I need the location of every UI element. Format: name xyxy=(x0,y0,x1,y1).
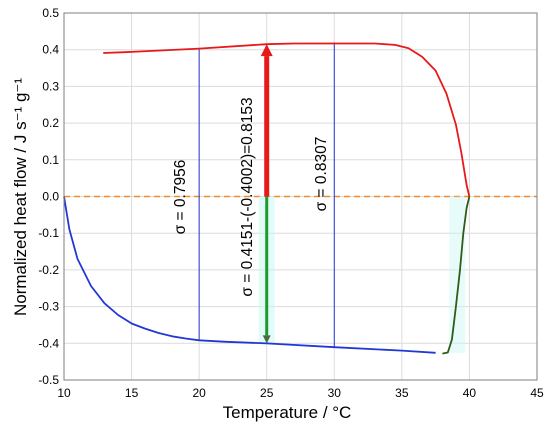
x-tick-label: 30 xyxy=(328,386,342,400)
x-tick-label: 15 xyxy=(125,386,139,400)
y-tick-label: -0.1 xyxy=(38,226,59,240)
series-line xyxy=(63,196,436,354)
tick-labels: 10 15 20 25 30 35 40 45 -0.5 -0.4 -0.3 -0.2 -0.1 0.0 0… xyxy=(38,6,544,400)
x-tick-label: 25 xyxy=(260,386,274,400)
x-tick-label: 20 xyxy=(192,386,206,400)
x-tick-label: 35 xyxy=(395,386,409,400)
y-tick-label: 0.0 xyxy=(42,190,59,204)
x-tick-label: 45 xyxy=(530,386,544,400)
y-tick-label: -0.2 xyxy=(38,263,59,277)
y-tick-label: 0.3 xyxy=(42,79,59,93)
y-tick-label: -0.4 xyxy=(38,336,59,350)
series-line xyxy=(103,42,471,197)
y-tick-label: -0.3 xyxy=(38,300,59,314)
y-axis-title: Normalized heat flow / J s⁻¹ g⁻¹ xyxy=(11,78,30,316)
y-tick-label: 0.1 xyxy=(42,153,59,167)
y-tick-label: 0.4 xyxy=(42,43,59,57)
plot-frame xyxy=(63,12,538,381)
sigma-arrows xyxy=(260,44,273,344)
y-tick-label: 0.2 xyxy=(42,116,59,130)
x-tick-label: 10 xyxy=(57,386,71,400)
highlight-band xyxy=(449,196,466,353)
sigma-label-30: σ = 0.8307 xyxy=(313,137,330,212)
x-axis-title: Temperature / °C xyxy=(223,403,352,422)
y-tick-label: -0.5 xyxy=(38,373,59,387)
sigma-arrow-head xyxy=(260,44,273,57)
series-line xyxy=(442,196,471,355)
heat-flow-series xyxy=(63,42,471,355)
sigma-label-20: σ = 0.7956 xyxy=(172,160,189,235)
sigma-label-25: σ = 0.4151-(-0.4002)=0.8153 xyxy=(239,97,256,296)
sigma-arrow-head xyxy=(262,335,271,344)
x-tick-label: 40 xyxy=(463,386,477,400)
y-tick-label: 0.5 xyxy=(42,6,59,20)
